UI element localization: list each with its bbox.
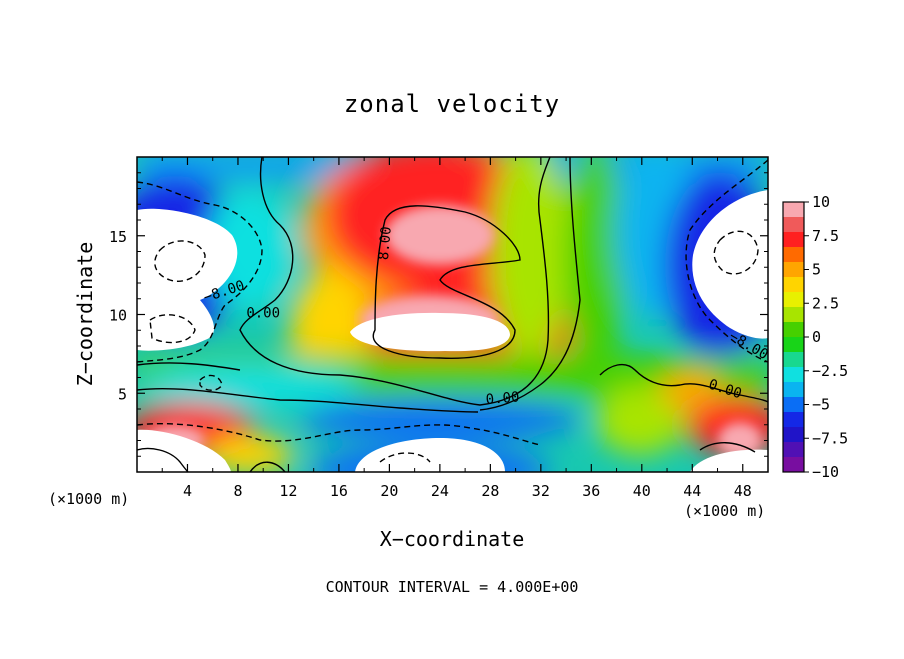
colorbar-tick-label-1: 7.5: [812, 227, 839, 245]
x-tick-label-5: 24: [431, 482, 449, 500]
colorbar-tick-label-0: 10: [812, 193, 830, 211]
x-tick-label-9: 40: [633, 482, 651, 500]
saturated-bottom-left: [137, 429, 231, 472]
colorbar-tick-label-4: 0: [812, 328, 821, 346]
x-tick-label-11: 48: [734, 482, 752, 500]
colorbar-tick-label-2: 5: [812, 261, 821, 279]
colorbar-cell-11: [783, 367, 804, 383]
x-tick-label-1: 8: [233, 482, 242, 500]
colorbar-cell-17: [783, 457, 804, 473]
chart-title: zonal velocity: [344, 90, 560, 118]
x-tick-label-8: 36: [582, 482, 600, 500]
heatmap-field: [137, 157, 768, 472]
x-tick-label-6: 28: [481, 482, 499, 500]
contour-label-3: 0.00: [485, 389, 520, 408]
colorbar-cell-1: [783, 217, 804, 233]
colorbar-tick-label-3: 2.5: [812, 294, 839, 312]
colorbar-cell-5: [783, 277, 804, 293]
x-tick-label-2: 12: [279, 482, 297, 500]
colorbar-cell-16: [783, 442, 804, 458]
y-axis-label: Z−coordinate: [73, 242, 97, 387]
colorbar-tick-label-5: −2.5: [812, 362, 848, 380]
colorbar-cell-15: [783, 427, 804, 443]
colorbar-ticks: 10 7.5 5 2.5 0 −2.5 −5 −7.5 −10: [804, 193, 848, 481]
y-axis-ticks: 5 10 15: [109, 172, 768, 457]
x-tick-label-7: 32: [532, 482, 550, 500]
y-tick-label-0: 5: [118, 385, 127, 403]
colorbar-cell-8: [783, 322, 804, 338]
colorbar-cell-10: [783, 352, 804, 368]
contour-interval-footer: CONTOUR INTERVAL = 4.000E+00: [326, 578, 579, 596]
x-tick-label-3: 16: [330, 482, 348, 500]
saturated-bottom-mid: [355, 438, 505, 472]
contour-lines: [137, 157, 768, 472]
x-axis-label: X−coordinate: [380, 527, 525, 551]
x-tick-label-10: 44: [683, 482, 701, 500]
colorbar-tick-label-7: −7.5: [812, 429, 848, 447]
x-unit-left: (×1000 m): [48, 490, 129, 508]
colorbar-cell-2: [783, 232, 804, 248]
colorbar-cell-13: [783, 397, 804, 413]
colorbar-cell-0: [783, 202, 804, 218]
y-tick-label-2: 15: [109, 228, 127, 246]
x-axis-ticks: 4 8 12 16 20 24 28 32 36 40 44 48: [161, 157, 752, 500]
saturated-low-right: [692, 190, 768, 339]
colorbar-cell-6: [783, 292, 804, 308]
colorbar-cell-7: [783, 307, 804, 323]
colorbar: 10 7.5 5 2.5 0 −2.5 −5 −7.5 −10: [782, 193, 848, 481]
contour-label-2: 0.00: [246, 306, 280, 322]
colorbar-tick-label-8: −10: [812, 463, 839, 481]
colorbar-cell-12: [783, 382, 804, 398]
saturated-high-core: [350, 312, 510, 352]
contour-label-0: 8.00: [376, 226, 395, 261]
colorbar-cell-3: [783, 247, 804, 263]
contour-lines-dashed: [137, 159, 768, 463]
saturated-bottom-right: [690, 449, 768, 472]
x-unit-right: (×1000 m): [684, 502, 765, 520]
y-tick-label-1: 10: [109, 307, 127, 325]
colorbar-tick-label-6: −5: [812, 396, 830, 414]
colorbar-cells: [783, 202, 804, 473]
x-tick-label-0: 4: [183, 482, 192, 500]
colorbar-cell-4: [783, 262, 804, 278]
colorbar-cell-9: [783, 337, 804, 353]
x-tick-label-4: 20: [380, 482, 398, 500]
colorbar-cell-14: [783, 412, 804, 428]
